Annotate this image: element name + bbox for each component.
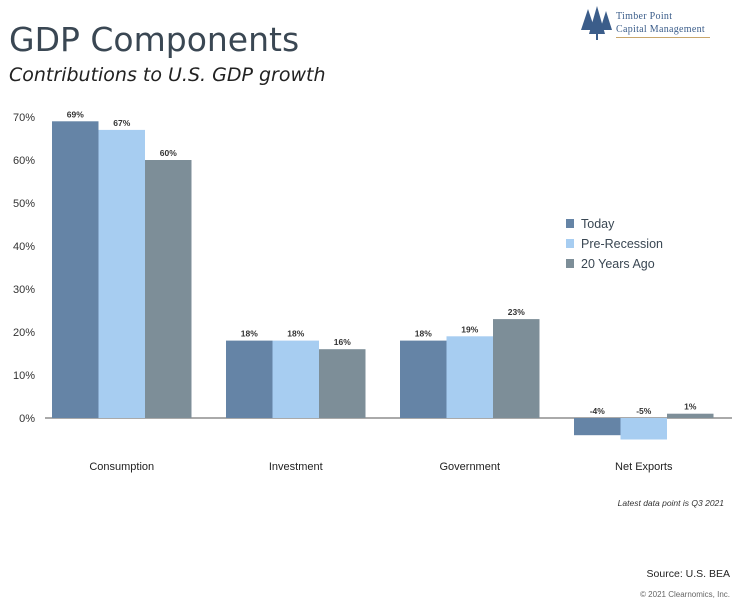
data-label: -5% bbox=[636, 406, 652, 416]
data-label: 23% bbox=[508, 307, 525, 317]
pine-trees-icon bbox=[581, 6, 612, 40]
data-label: 16% bbox=[334, 337, 351, 347]
legend-label: Pre-Recession bbox=[581, 237, 663, 251]
data-label: -4% bbox=[590, 406, 606, 416]
source-text: Source: U.S. BEA bbox=[646, 568, 730, 580]
logo-line-2: Capital Management bbox=[616, 24, 705, 35]
copyright-text: © 2021 Clearnomics, Inc. bbox=[640, 590, 730, 599]
legend-swatch bbox=[566, 239, 574, 248]
y-tick-label: 20% bbox=[13, 327, 35, 339]
bar-consumption-1 bbox=[98, 129, 145, 418]
data-label: 1% bbox=[684, 402, 697, 412]
bar-net-exports-1 bbox=[620, 418, 667, 440]
chart-subtitle: Contributions to U.S. GDP growth bbox=[9, 64, 326, 86]
data-note: Latest data point is Q3 2021 bbox=[617, 498, 724, 508]
logo-divider bbox=[616, 37, 710, 38]
category-label: Net Exports bbox=[615, 461, 673, 473]
data-label: 18% bbox=[287, 329, 304, 339]
category-label: Investment bbox=[269, 461, 323, 473]
y-tick-label: 10% bbox=[13, 370, 35, 382]
data-label: 67% bbox=[113, 118, 130, 128]
y-tick-label: 40% bbox=[13, 241, 35, 253]
bar-government-2 bbox=[493, 319, 540, 418]
y-tick-label: 60% bbox=[13, 155, 35, 167]
bar-investment-0 bbox=[226, 340, 273, 418]
bar-net-exports-0 bbox=[574, 418, 621, 436]
data-label: 60% bbox=[160, 148, 177, 158]
data-label: 18% bbox=[241, 329, 258, 339]
legend-swatch bbox=[566, 219, 574, 228]
y-tick-label: 0% bbox=[19, 413, 35, 425]
data-label: 19% bbox=[461, 324, 478, 334]
y-tick-label: 50% bbox=[13, 198, 35, 210]
legend-label: Today bbox=[581, 217, 615, 231]
bar-government-1 bbox=[446, 336, 493, 418]
logo-line-1: Timber Point bbox=[616, 11, 673, 22]
category-label: Consumption bbox=[89, 461, 154, 473]
category-label: Government bbox=[439, 461, 500, 473]
bar-consumption-0 bbox=[52, 121, 99, 419]
data-label: 18% bbox=[415, 329, 432, 339]
y-tick-label: 30% bbox=[13, 284, 35, 296]
y-tick-label: 70% bbox=[13, 112, 35, 124]
bar-government-0 bbox=[400, 340, 447, 418]
bar-investment-2 bbox=[319, 349, 366, 418]
bar-investment-1 bbox=[272, 340, 319, 418]
bar-consumption-2 bbox=[145, 160, 192, 418]
data-label: 69% bbox=[67, 109, 84, 119]
legend-label: 20 Years Ago bbox=[581, 257, 655, 271]
bar-net-exports-2 bbox=[667, 413, 714, 418]
chart-title: GDP Components bbox=[9, 20, 300, 59]
legend-swatch bbox=[566, 259, 574, 268]
